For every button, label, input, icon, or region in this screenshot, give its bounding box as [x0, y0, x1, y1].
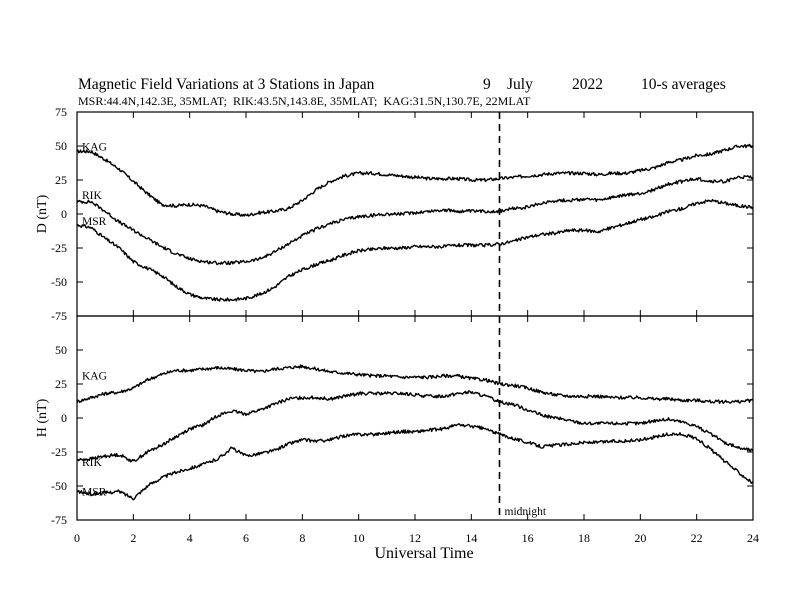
x-tick-label: 16 [522, 531, 534, 545]
series-label-rik-top: RIK [82, 190, 103, 202]
series-label-rik-bottom: RIK [82, 457, 103, 469]
y-tick-label: 0 [61, 207, 67, 221]
station-coordinates-subtitle: MSR:44.4N,142.3E, 35MLAT; RIK:43.5N,143.… [78, 94, 531, 108]
x-tick-label: 8 [299, 531, 305, 545]
series-line-kag-top [76, 143, 754, 217]
panel-d: 75 50 25 0 -25 -50 -75 D (nT) KAG RIK MSR [35, 105, 754, 323]
x-axis-label: Universal Time [374, 545, 473, 562]
x-tick-label: 4 [187, 531, 193, 545]
series-line-rik-bottom [76, 390, 754, 463]
y-tick-label: 25 [55, 377, 67, 391]
x-tick-label: 24 [747, 531, 759, 545]
x-tick-label: 20 [634, 531, 646, 545]
x-tick-label: 12 [409, 531, 421, 545]
x-tick-label: 18 [578, 531, 590, 545]
chart-title: Magnetic Field Variations at 3 Stations … [78, 76, 726, 93]
date-year: 2022 [572, 76, 603, 93]
x-tick-label: 10 [353, 531, 365, 545]
date-day: 9 [483, 76, 491, 93]
series-label-kag-top: KAG [82, 141, 107, 153]
x-tick-label: 14 [465, 531, 477, 545]
series-line-kag-bottom [76, 364, 754, 404]
y-axis-label-top: D (nT) [35, 194, 50, 233]
midnight-label: midnight [505, 506, 547, 518]
y-tick-label: 50 [55, 343, 67, 357]
y-tick-label: 75 [55, 105, 67, 119]
x-tick-label: 2 [130, 531, 136, 545]
title-text: Magnetic Field Variations at 3 Stations … [78, 76, 375, 93]
series-label-msr-bottom: MSR [82, 486, 107, 498]
panel-h: 50 25 0 -25 -50 -75 H (nT) KAG RIK MSR [35, 315, 754, 527]
y-tick-label: 50 [55, 139, 67, 153]
y-tick-label: -25 [51, 445, 67, 459]
series-line-msr-top [76, 198, 754, 302]
y-tick-label: 25 [55, 173, 67, 187]
x-axis-tick-labels: 0 2 4 6 8 10 12 14 16 18 20 22 24 [74, 531, 759, 545]
series-label-kag-bottom: KAG [82, 371, 107, 383]
y-tick-label: -75 [51, 513, 67, 527]
x-tick-label: 22 [691, 531, 703, 545]
y-axis-label-bottom: H (nT) [35, 398, 50, 437]
y-tick-label: -50 [51, 479, 67, 493]
y-tick-label: -25 [51, 241, 67, 255]
x-tick-label: 0 [74, 531, 80, 545]
series-label-msr-top: MSR [82, 216, 107, 228]
panel-frame-bottom [76, 315, 754, 521]
y-tick-label: -50 [51, 275, 67, 289]
series-line-msr-bottom [76, 423, 754, 501]
averaging-label: 10-s averages [641, 76, 726, 93]
x-tick-label: 6 [243, 531, 249, 545]
date-month: July [507, 76, 533, 93]
y-tick-label: -75 [51, 309, 67, 323]
series-line-rik-top [76, 175, 754, 266]
y-tick-label: 0 [61, 411, 67, 425]
